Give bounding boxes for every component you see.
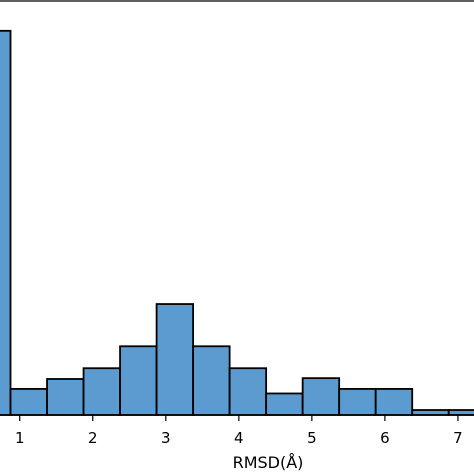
- histogram-bars: [0, 29, 474, 416]
- histogram-bar-2: [46, 378, 85, 416]
- x-tick-label-4: 5: [307, 429, 317, 447]
- x-axis-label: RMSD(Å): [233, 453, 304, 472]
- histogram-bar-13: [447, 409, 474, 416]
- histogram-bar-9: [301, 377, 341, 416]
- x-tick-label-1: 2: [88, 429, 98, 447]
- x-tick-label-5: 6: [380, 429, 390, 447]
- x-tick-label-2: 3: [161, 429, 171, 447]
- histogram-bar-6: [192, 345, 231, 416]
- histogram-bar-10: [338, 388, 377, 416]
- x-tick-label-3: 4: [234, 429, 244, 447]
- x-axis-ticks: 1 2 3 4 5 6 7: [15, 415, 463, 447]
- histogram-bar-8: [265, 392, 304, 416]
- histogram-bar-1: [9, 388, 48, 416]
- x-tick-label-6: 7: [453, 429, 463, 447]
- histogram-bar-11: [374, 388, 414, 416]
- histogram-bar-4: [119, 345, 158, 416]
- histogram-bar-12: [411, 409, 450, 416]
- histogram-bar-7: [228, 367, 268, 416]
- x-tick-label-0: 1: [15, 429, 25, 447]
- histogram-bar-5: [155, 303, 195, 416]
- histogram-bar-0: [0, 29, 12, 416]
- histogram-bar-3: [82, 367, 121, 416]
